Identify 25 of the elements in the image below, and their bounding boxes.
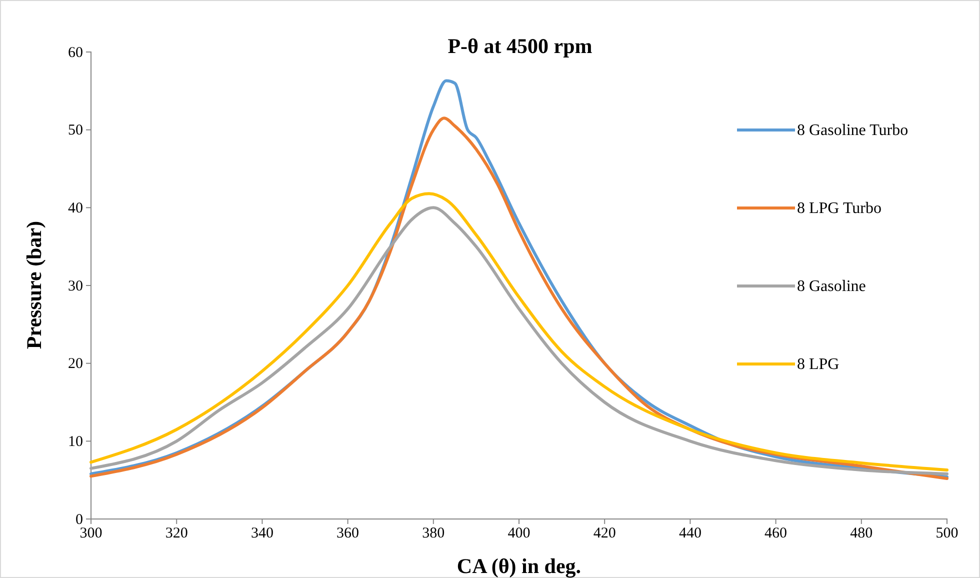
legend-label: 8 LPG [797, 356, 840, 373]
x-tick-label: 460 [764, 526, 788, 542]
legend-label: 8 Gasoline [797, 278, 866, 295]
y-tick-label: 40 [68, 200, 83, 216]
y-tick-label: 50 [68, 122, 83, 139]
x-tick-label: 440 [678, 526, 702, 542]
y-tick-label: 60 [68, 44, 83, 61]
x-tick-label: 380 [422, 526, 445, 542]
y-tick-label: 20 [68, 356, 83, 372]
x-tick-label: 420 [593, 526, 616, 542]
chart-title: P-θ at 4500 rpm [448, 34, 593, 58]
y-tick-label: 10 [68, 434, 83, 450]
y-axis-title: Pressure (bar) [22, 220, 46, 350]
legend-label: 8 Gasoline Turbo [797, 122, 908, 139]
x-tick-label: 340 [250, 526, 274, 542]
x-tick-label: 400 [508, 526, 530, 542]
x-tick-label: 320 [165, 526, 188, 542]
x-tick-label: 360 [336, 526, 360, 542]
x-axis-title: CA (θ) in deg. [456, 554, 582, 578]
x-tick-label: 300 [80, 526, 102, 542]
x-tick-label: 500 [936, 526, 958, 542]
x-tick-label: 480 [850, 526, 873, 542]
y-tick-label: 30 [68, 278, 83, 294]
legend-label: 8 LPG Turbo [797, 200, 882, 217]
y-tick-label: 0 [76, 512, 83, 528]
